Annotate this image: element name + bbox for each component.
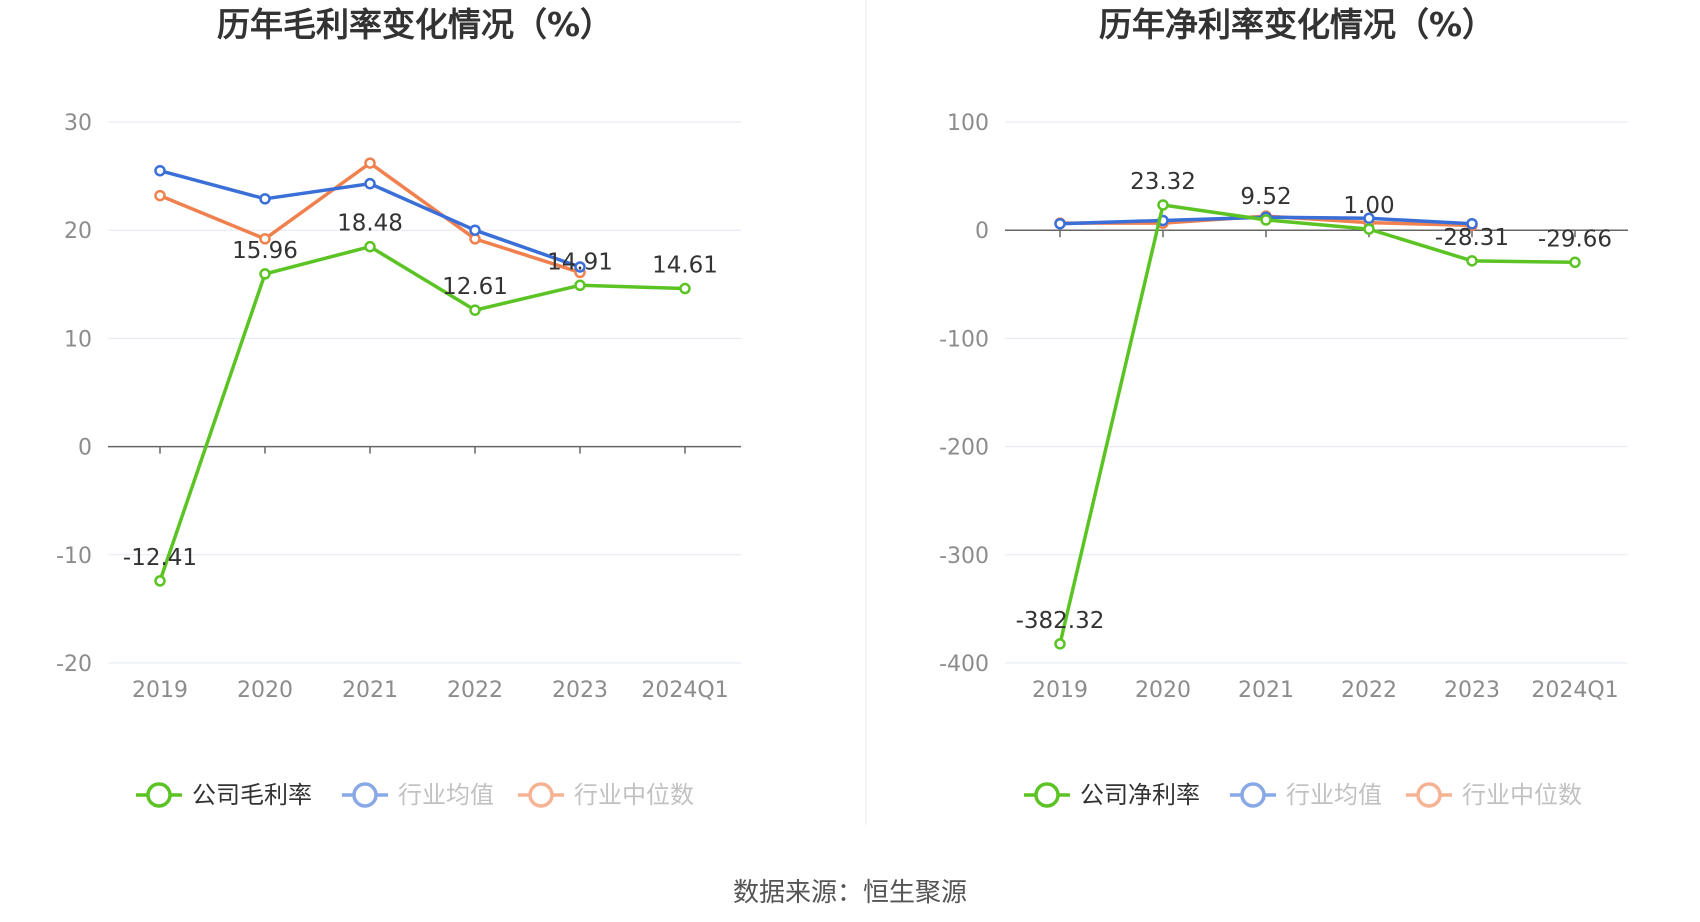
legend-marker bbox=[1034, 782, 1060, 808]
legend-item: 行业均值 bbox=[1230, 781, 1382, 809]
data-label: 18.48 bbox=[337, 211, 403, 237]
legend-label: 公司净利率 bbox=[1080, 781, 1200, 809]
chart-title: 历年毛利率变化情况（%） bbox=[217, 5, 613, 44]
data-point bbox=[1157, 199, 1169, 211]
data-point bbox=[364, 240, 376, 253]
data-point bbox=[469, 224, 481, 236]
data-point bbox=[154, 189, 166, 202]
x-tick-label: 2021 bbox=[342, 678, 398, 703]
data-label: 1.00 bbox=[1343, 193, 1394, 219]
legend-item: 行业中位数 bbox=[1406, 781, 1582, 809]
legend-label: 行业中位数 bbox=[1462, 781, 1582, 809]
x-tick-label: 2023 bbox=[1444, 678, 1500, 703]
data-point bbox=[469, 304, 481, 316]
legend-item: 公司净利率 bbox=[1024, 781, 1200, 809]
x-tick-label: 2023 bbox=[552, 678, 608, 703]
legend-marker bbox=[146, 782, 172, 808]
y-tick-label: 100 bbox=[947, 111, 989, 136]
x-tick-label: 2021 bbox=[1238, 678, 1294, 703]
y-tick-label: 0 bbox=[975, 219, 989, 244]
x-tick-label: 2024Q1 bbox=[641, 678, 728, 703]
data-label: 12.61 bbox=[442, 274, 508, 300]
net-margin-chart: 历年净利率变化情况（%） 100 0 -100 -200 -300 -400 2019 2020… bbox=[939, 5, 1628, 809]
data-label: 14.61 bbox=[652, 253, 718, 279]
data-label: 23.32 bbox=[1130, 169, 1196, 195]
legend-item: 行业均值 bbox=[342, 781, 494, 809]
data-point bbox=[1054, 217, 1066, 230]
legend-marker bbox=[528, 782, 554, 808]
data-point bbox=[1466, 255, 1478, 267]
data-point bbox=[679, 282, 691, 295]
data-source-note: 数据来源：恒生聚源 bbox=[732, 878, 967, 908]
legend-marker bbox=[1416, 782, 1442, 808]
data-point bbox=[1260, 214, 1272, 226]
y-tick-label: 0 bbox=[78, 436, 92, 461]
data-point bbox=[259, 268, 271, 280]
legend-item: 公司毛利率 bbox=[136, 781, 312, 809]
legend-label: 行业均值 bbox=[398, 781, 494, 809]
data-point bbox=[1466, 217, 1478, 230]
data-point bbox=[154, 575, 166, 587]
data-label: 14.91 bbox=[547, 249, 613, 275]
y-tick-label: 10 bbox=[64, 327, 92, 352]
y-tick-label: -100 bbox=[939, 327, 989, 352]
legend-label: 公司毛利率 bbox=[192, 781, 312, 809]
y-tick-label: -400 bbox=[939, 652, 989, 677]
data-point bbox=[364, 157, 376, 169]
x-tick-label: 2020 bbox=[237, 678, 293, 703]
series-line-0 bbox=[1058, 203, 1576, 645]
chart-title: 历年净利率变化情况（%） bbox=[1099, 5, 1495, 44]
y-tick-label: 20 bbox=[64, 219, 92, 244]
data-point bbox=[259, 233, 271, 245]
x-tick-label: 2019 bbox=[132, 678, 188, 703]
x-tick-label: 2022 bbox=[447, 678, 503, 703]
data-label: 15.96 bbox=[232, 238, 298, 264]
legend-label: 行业均值 bbox=[1286, 781, 1382, 809]
data-label: -382.32 bbox=[1016, 608, 1105, 634]
x-tick-label: 2024Q1 bbox=[1531, 678, 1618, 703]
data-point bbox=[259, 193, 271, 205]
legend-item: 行业中位数 bbox=[518, 781, 694, 809]
legend-marker bbox=[1240, 782, 1266, 808]
x-tick-label: 2022 bbox=[1341, 678, 1397, 703]
x-tick-label: 2020 bbox=[1135, 678, 1191, 703]
gross-margin-chart: 历年毛利率变化情况（%） 30 20 10 0 -10 -20 2019 2020 2021 202… bbox=[56, 5, 741, 809]
y-tick-label: 30 bbox=[64, 111, 92, 136]
data-point bbox=[574, 279, 586, 292]
x-tick-label: 2019 bbox=[1032, 678, 1088, 703]
data-point bbox=[1363, 223, 1375, 235]
data-label: -29.66 bbox=[1538, 226, 1612, 252]
y-tick-label: -300 bbox=[939, 544, 989, 569]
series-line-0 bbox=[158, 244, 686, 582]
data-point bbox=[1363, 212, 1375, 225]
data-point bbox=[1054, 638, 1066, 650]
legend-marker bbox=[352, 782, 378, 808]
data-label: 9.52 bbox=[1240, 184, 1291, 210]
data-label: -12.41 bbox=[123, 545, 197, 571]
data-point bbox=[574, 261, 586, 273]
data-point bbox=[1569, 256, 1581, 269]
y-tick-label: -200 bbox=[939, 436, 989, 461]
y-tick-label: -20 bbox=[56, 652, 92, 677]
data-point bbox=[154, 164, 166, 177]
y-tick-label: -10 bbox=[56, 544, 92, 569]
data-label: -28.31 bbox=[1435, 225, 1509, 251]
legend-label: 行业中位数 bbox=[574, 781, 694, 809]
data-point bbox=[364, 177, 376, 190]
